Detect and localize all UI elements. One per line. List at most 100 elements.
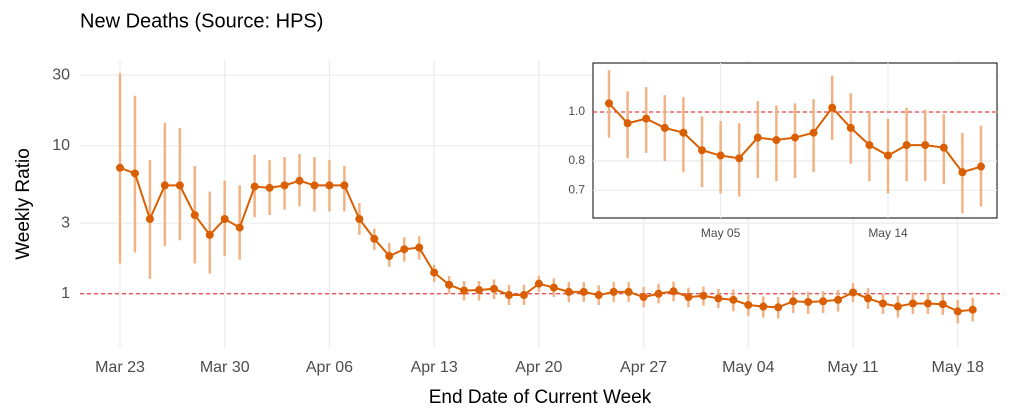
x-tick-label: Apr 06 bbox=[306, 359, 353, 376]
data-point bbox=[430, 268, 439, 277]
data-point bbox=[624, 287, 633, 296]
x-tick-label: Mar 23 bbox=[95, 359, 145, 376]
x-tick-label: Apr 27 bbox=[620, 359, 667, 376]
data-point bbox=[460, 286, 469, 295]
data-point bbox=[160, 181, 169, 190]
data-point bbox=[534, 279, 543, 288]
data-point bbox=[445, 280, 454, 289]
data-point bbox=[923, 299, 932, 308]
data-point bbox=[699, 291, 708, 300]
data-point bbox=[325, 181, 334, 190]
x-tick-label: May 04 bbox=[722, 359, 775, 376]
data-point bbox=[355, 215, 364, 224]
x-tick-label: Apr 13 bbox=[411, 359, 458, 376]
y-tick-label: 0.8 bbox=[568, 153, 585, 167]
data-point bbox=[774, 303, 783, 312]
y-tick-label: 30 bbox=[52, 66, 70, 83]
data-point bbox=[642, 114, 651, 123]
data-point bbox=[864, 294, 872, 303]
data-point bbox=[639, 293, 648, 302]
x-tick-label: Mar 30 bbox=[200, 359, 250, 376]
data-point bbox=[415, 243, 424, 252]
data-point bbox=[594, 291, 603, 300]
data-point bbox=[939, 143, 948, 152]
data-point bbox=[789, 297, 798, 306]
data-point bbox=[190, 211, 199, 220]
data-point bbox=[791, 133, 799, 142]
data-point bbox=[716, 151, 725, 160]
y-tick-label: 0.7 bbox=[568, 182, 585, 196]
data-point bbox=[564, 287, 573, 296]
data-point bbox=[669, 287, 678, 296]
data-point bbox=[729, 295, 738, 304]
data-point bbox=[772, 136, 781, 145]
data-point bbox=[819, 297, 828, 306]
data-line bbox=[119, 166, 973, 313]
data-point bbox=[735, 154, 744, 163]
data-point bbox=[921, 141, 930, 150]
y-tick-label: 10 bbox=[52, 137, 70, 154]
data-point bbox=[250, 182, 259, 191]
data-point bbox=[938, 300, 947, 309]
data-point bbox=[265, 183, 274, 192]
y-tick-label: 1.0 bbox=[568, 104, 585, 118]
data-point bbox=[370, 234, 379, 243]
data-point bbox=[400, 245, 409, 254]
data-point bbox=[968, 305, 977, 314]
data-point bbox=[280, 181, 289, 190]
data-point bbox=[958, 168, 967, 177]
data-point bbox=[654, 289, 663, 298]
data-point bbox=[519, 291, 528, 300]
data-point bbox=[605, 99, 613, 108]
y-tick-label: 3 bbox=[61, 214, 70, 231]
data-point bbox=[884, 151, 892, 160]
data-point bbox=[235, 223, 244, 232]
data-point bbox=[679, 128, 688, 137]
data-point bbox=[340, 181, 349, 190]
x-tick-label: May 05 bbox=[701, 226, 741, 240]
data-point bbox=[475, 286, 484, 295]
data-point bbox=[849, 288, 858, 297]
data-point bbox=[660, 123, 669, 132]
data-point bbox=[977, 162, 985, 171]
x-axis-label: End Date of Current Week bbox=[429, 387, 652, 408]
data-point bbox=[759, 302, 768, 311]
data-point bbox=[714, 294, 723, 303]
data-point bbox=[908, 299, 917, 308]
data-point bbox=[902, 141, 911, 150]
x-tick-label: Apr 20 bbox=[515, 359, 562, 376]
data-point bbox=[753, 133, 762, 142]
x-tick-label: May 11 bbox=[827, 359, 878, 376]
chart-title: New Deaths (Source: HPS) bbox=[80, 10, 323, 32]
data-point bbox=[490, 284, 498, 293]
data-point bbox=[504, 291, 513, 300]
data-point bbox=[310, 181, 319, 190]
data-point bbox=[116, 163, 124, 172]
y-tick-label: 1 bbox=[61, 285, 70, 302]
data-point bbox=[865, 141, 874, 150]
x-tick-label: May 18 bbox=[932, 359, 985, 376]
data-point bbox=[698, 146, 706, 155]
data-point bbox=[385, 251, 394, 260]
data-point bbox=[684, 293, 693, 302]
data-point bbox=[893, 302, 902, 311]
panel: 0.7 0.8 1.0 May 05 May 14 bbox=[568, 62, 998, 240]
data-point bbox=[878, 299, 887, 308]
data-point bbox=[953, 307, 962, 316]
data-point bbox=[809, 128, 818, 137]
data-point bbox=[130, 169, 139, 178]
data-point bbox=[175, 181, 184, 190]
data-point bbox=[579, 287, 588, 296]
data-point bbox=[828, 103, 837, 112]
data-point bbox=[220, 215, 229, 224]
data-point bbox=[295, 176, 304, 185]
data-point bbox=[804, 297, 813, 306]
data-point bbox=[145, 215, 154, 224]
y-axis-label: Weekly Ratio bbox=[13, 148, 34, 260]
data-point bbox=[744, 300, 753, 309]
data-point bbox=[549, 283, 558, 292]
data-point bbox=[205, 230, 214, 239]
x-tick-label: May 14 bbox=[868, 226, 908, 240]
